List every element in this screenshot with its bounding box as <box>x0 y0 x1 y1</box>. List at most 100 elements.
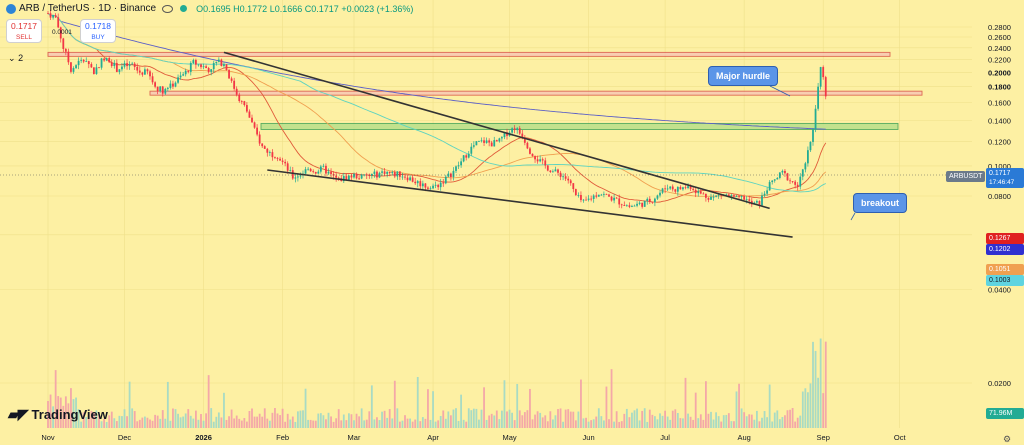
volume-bar <box>738 383 740 428</box>
candle-body <box>457 165 460 167</box>
support-zone <box>260 122 899 130</box>
candle-body <box>110 62 113 66</box>
volume-bar <box>144 416 146 428</box>
volume-bar <box>480 409 483 428</box>
candle-body <box>146 69 149 72</box>
sell-button[interactable]: 0.1717 SELL <box>6 19 42 43</box>
volume-bar <box>462 419 465 428</box>
candle-body <box>230 78 233 81</box>
symbol-title[interactable]: ARB / TetherUS · 1D · Binance <box>19 3 157 14</box>
candle-body <box>279 158 281 161</box>
volume-bar <box>546 421 549 428</box>
volume-bar <box>434 421 437 428</box>
volume-bar <box>699 414 702 428</box>
volume-bar <box>115 421 118 428</box>
candle-body <box>745 199 748 201</box>
gear-icon[interactable]: ⚙ <box>1003 434 1012 444</box>
candle-body <box>822 67 825 78</box>
volume-bar <box>355 413 358 428</box>
candle-body <box>240 101 243 102</box>
candle-body <box>687 186 689 189</box>
candle-body <box>156 86 159 92</box>
candle-body <box>740 196 743 197</box>
candle-body <box>781 170 784 173</box>
volume-bar <box>381 411 383 428</box>
candle-body <box>217 59 220 62</box>
volume-bar <box>159 418 162 428</box>
volume-bar <box>727 413 730 428</box>
volume-bar <box>817 377 819 428</box>
volume-bar <box>424 418 427 428</box>
volume-bar <box>131 408 134 428</box>
volume-bar <box>794 421 797 428</box>
volume-bar <box>648 409 651 428</box>
volume-bar <box>72 399 75 428</box>
candle-body <box>574 189 577 196</box>
zones <box>47 51 923 221</box>
candle-body <box>465 155 468 158</box>
resistance-zone <box>149 90 923 96</box>
volume-bar <box>215 416 218 428</box>
indicator-collapse-toggle[interactable]: ⌄ 2 <box>8 53 23 64</box>
candle-body <box>692 188 695 190</box>
candle-body <box>495 140 498 142</box>
volume-bar <box>82 412 85 428</box>
volume-bar <box>192 418 195 428</box>
candle-body <box>233 80 236 89</box>
volume-bar <box>317 413 320 428</box>
candle-body <box>773 179 776 181</box>
candle-body <box>47 13 49 15</box>
candle-body <box>733 195 735 197</box>
candle-body <box>727 194 730 197</box>
volume-bar <box>174 409 177 428</box>
volume-bar <box>110 411 113 428</box>
candle-body <box>493 140 496 147</box>
volume-bar <box>603 420 605 428</box>
candle-body <box>294 177 297 179</box>
candle-body <box>348 175 350 180</box>
candle-body <box>541 159 544 161</box>
volume-bar <box>345 420 348 428</box>
volume-bar <box>327 412 330 428</box>
volume-bar <box>77 409 80 428</box>
candle-body <box>544 160 547 166</box>
volume-bar <box>238 418 241 428</box>
tradingview-logo[interactable]: ▰◤ TradingView <box>8 406 108 423</box>
volume-bar <box>656 419 659 428</box>
candle-body <box>195 60 197 65</box>
candle-body <box>600 194 603 196</box>
volume-bar <box>600 416 603 428</box>
volume-bar <box>340 420 343 428</box>
candle-body <box>409 177 411 181</box>
x-tick-label: Dec <box>118 433 132 442</box>
volume-bar <box>580 379 582 428</box>
visibility-icon[interactable] <box>162 4 174 13</box>
candles <box>47 9 827 209</box>
volume-bar <box>498 419 501 428</box>
volume-bar <box>605 386 608 428</box>
candle-body <box>355 173 358 179</box>
candle-body <box>317 171 320 174</box>
volume-bar <box>360 408 363 428</box>
volume-bar <box>184 413 187 428</box>
volume-bar <box>664 410 666 428</box>
volume-bar <box>182 416 185 428</box>
candle-body <box>648 198 651 202</box>
buy-button[interactable]: 0.1718 BUY <box>80 19 116 43</box>
volume-bar <box>676 412 679 428</box>
candle-body <box>261 143 264 147</box>
candle-body <box>766 190 768 194</box>
volume-bar <box>118 415 121 428</box>
ma4-tag: 0.1003 <box>986 275 1024 286</box>
breakout-callout[interactable]: breakout <box>853 193 908 213</box>
candle-body <box>258 134 261 144</box>
candle-body <box>506 132 508 136</box>
candle-body <box>705 193 707 198</box>
volume-bar <box>523 412 526 428</box>
volume-bar <box>618 421 621 428</box>
volume-bar <box>669 419 672 428</box>
volume-bar <box>146 417 149 428</box>
candle-body <box>268 152 271 153</box>
major-hurdle-callout[interactable]: Major hurdle <box>708 66 779 86</box>
